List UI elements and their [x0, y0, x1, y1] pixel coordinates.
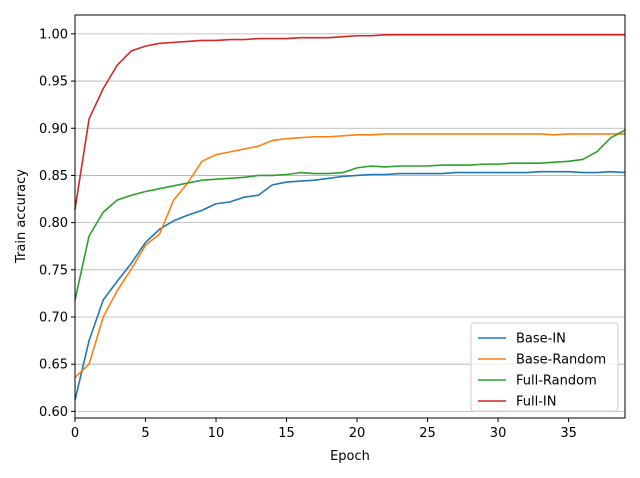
y-tick-label: 0.85: [39, 169, 68, 184]
x-tick-label: 10: [208, 426, 225, 441]
series-line-full-in: [74, 34, 625, 210]
legend-label-base-random: Base-Random: [516, 353, 606, 368]
legend-entries: Base-IN Base-Random Full-Random Full-IN: [478, 332, 606, 410]
legend-label-base-in: Base-IN: [516, 332, 566, 347]
series-lines: [74, 34, 626, 401]
legend: Base-IN Base-Random Full-Random Full-IN: [470, 322, 619, 412]
x-tick-label: 30: [490, 426, 507, 441]
x-axis-label: Epoch: [330, 449, 370, 464]
y-tick-label: 0.65: [39, 358, 68, 373]
x-tick-label: 0: [71, 426, 79, 441]
plot-frame: [74, 14, 626, 419]
y-tick-label: 0.90: [39, 122, 68, 137]
x-tick-label: 15: [278, 426, 295, 441]
x-tick-label: 20: [349, 426, 366, 441]
series-line-base-random: [74, 133, 625, 379]
y-tick-label: 0.80: [39, 216, 68, 231]
x-tick-label: 25: [419, 426, 436, 441]
x-tick-label: 5: [141, 426, 149, 441]
legend-box: [470, 322, 619, 412]
legend-label-full-random: Full-Random: [516, 374, 597, 389]
legend-label-full-in: Full-IN: [516, 395, 556, 410]
x-axis-ticks: 0 5 10 15 20 25 30 35: [71, 418, 577, 441]
series-line-base-in: [74, 170, 626, 401]
y-tick-label: 0.95: [39, 75, 68, 90]
y-axis-label: Train accuracy: [14, 169, 29, 264]
y-axis-ticks: 0.60 0.65 0.70 0.75 0.80 0.85 0.90 0.95 1.00: [39, 27, 75, 420]
y-tick-label: 0.75: [39, 263, 68, 278]
y-tick-label: 1.00: [39, 27, 68, 42]
y-tick-label: 0.70: [39, 311, 68, 326]
series-line-full-random: [74, 129, 626, 301]
x-tick-label: 35: [560, 426, 577, 441]
y-tick-label: 0.60: [39, 405, 68, 420]
